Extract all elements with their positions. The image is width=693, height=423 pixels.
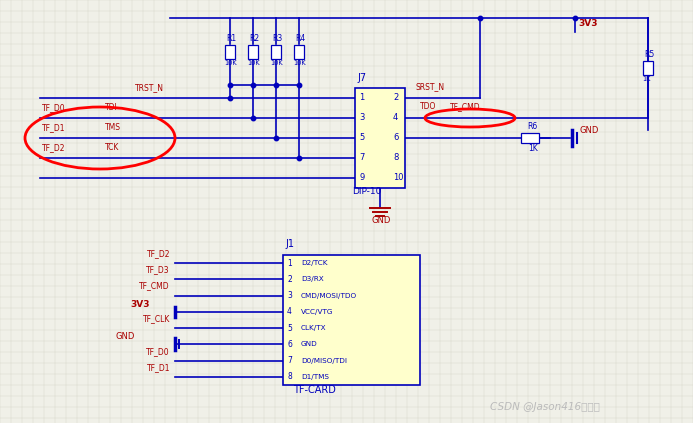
Text: TF-CARD: TF-CARD [293,385,336,395]
Bar [355,88,405,188]
Text: GND: GND [115,332,134,341]
Text: TF_D0: TF_D0 [146,346,170,356]
Text: R3: R3 [272,33,282,42]
Text: TRST_N: TRST_N [135,83,164,92]
Text: 5: 5 [359,132,365,142]
Text: 2: 2 [393,93,398,102]
Text: R2: R2 [249,33,259,42]
Text: GND: GND [301,341,318,347]
Text: TDI: TDI [105,103,118,112]
Text: 10K: 10K [247,60,260,66]
Text: 5: 5 [287,324,292,332]
Text: 7: 7 [287,356,292,365]
Text: R6: R6 [527,122,537,131]
Text: D0/MISO/TDI: D0/MISO/TDI [301,357,347,364]
Text: D1/TMS: D1/TMS [301,374,329,380]
Bar [283,255,420,385]
Text: CSDN @Jason416就是我: CSDN @Jason416就是我 [490,402,600,412]
Text: TF_D1: TF_D1 [42,123,66,132]
Text: SRST_N: SRST_N [415,82,444,91]
Text: 1K: 1K [528,144,538,153]
Text: TF_CMD: TF_CMD [139,282,170,291]
Text: TCK: TCK [105,143,119,152]
Text: D2/TCK: D2/TCK [301,260,328,266]
Text: GND: GND [371,216,390,225]
Text: TMS: TMS [105,123,121,132]
Text: DIP-10: DIP-10 [352,187,381,196]
Text: 6: 6 [393,132,398,142]
Text: 1K: 1K [642,76,650,82]
Text: 10K: 10K [270,60,283,66]
Text: 3: 3 [287,291,292,300]
Text: 3V3: 3V3 [578,19,597,28]
Text: TF_D2: TF_D2 [42,143,66,152]
Text: VCC/VTG: VCC/VTG [301,309,333,315]
Text: 1: 1 [359,93,365,102]
Text: J1: J1 [285,239,294,249]
Text: 1: 1 [287,258,292,268]
Bar [521,133,539,143]
Text: 8: 8 [287,372,292,382]
Bar [225,44,235,58]
Text: D3/RX: D3/RX [301,276,324,283]
Text: 10: 10 [393,173,403,181]
Text: TF_D3: TF_D3 [146,265,170,275]
Text: TDO: TDO [420,102,437,111]
Text: 2: 2 [287,275,292,284]
Text: TF_D1: TF_D1 [146,363,170,372]
Bar [294,44,304,58]
Text: TF_CLK: TF_CLK [143,314,170,323]
Text: R5: R5 [644,50,654,59]
Text: R4: R4 [295,33,305,42]
Text: CMD/MOSI/TDO: CMD/MOSI/TDO [301,293,357,299]
Text: 6: 6 [287,340,292,349]
Text: 4: 4 [393,113,398,121]
Text: TF_D2: TF_D2 [146,249,170,258]
Text: TF_D0: TF_D0 [42,103,66,112]
Text: GND: GND [580,126,599,135]
Bar [271,44,281,58]
Text: 10K: 10K [293,60,306,66]
Text: 3V3: 3V3 [130,300,150,309]
Text: 4: 4 [287,308,292,316]
Text: 3: 3 [359,113,365,121]
Text: CLK/TX: CLK/TX [301,325,326,331]
Text: TF_CMD: TF_CMD [450,102,481,111]
Text: 9: 9 [359,173,365,181]
Text: 7: 7 [359,153,365,162]
Text: R1: R1 [226,33,236,42]
Text: J7: J7 [357,73,366,83]
Bar [643,61,653,75]
Text: 10K: 10K [224,60,236,66]
Text: 8: 8 [393,153,398,162]
Bar [248,44,258,58]
